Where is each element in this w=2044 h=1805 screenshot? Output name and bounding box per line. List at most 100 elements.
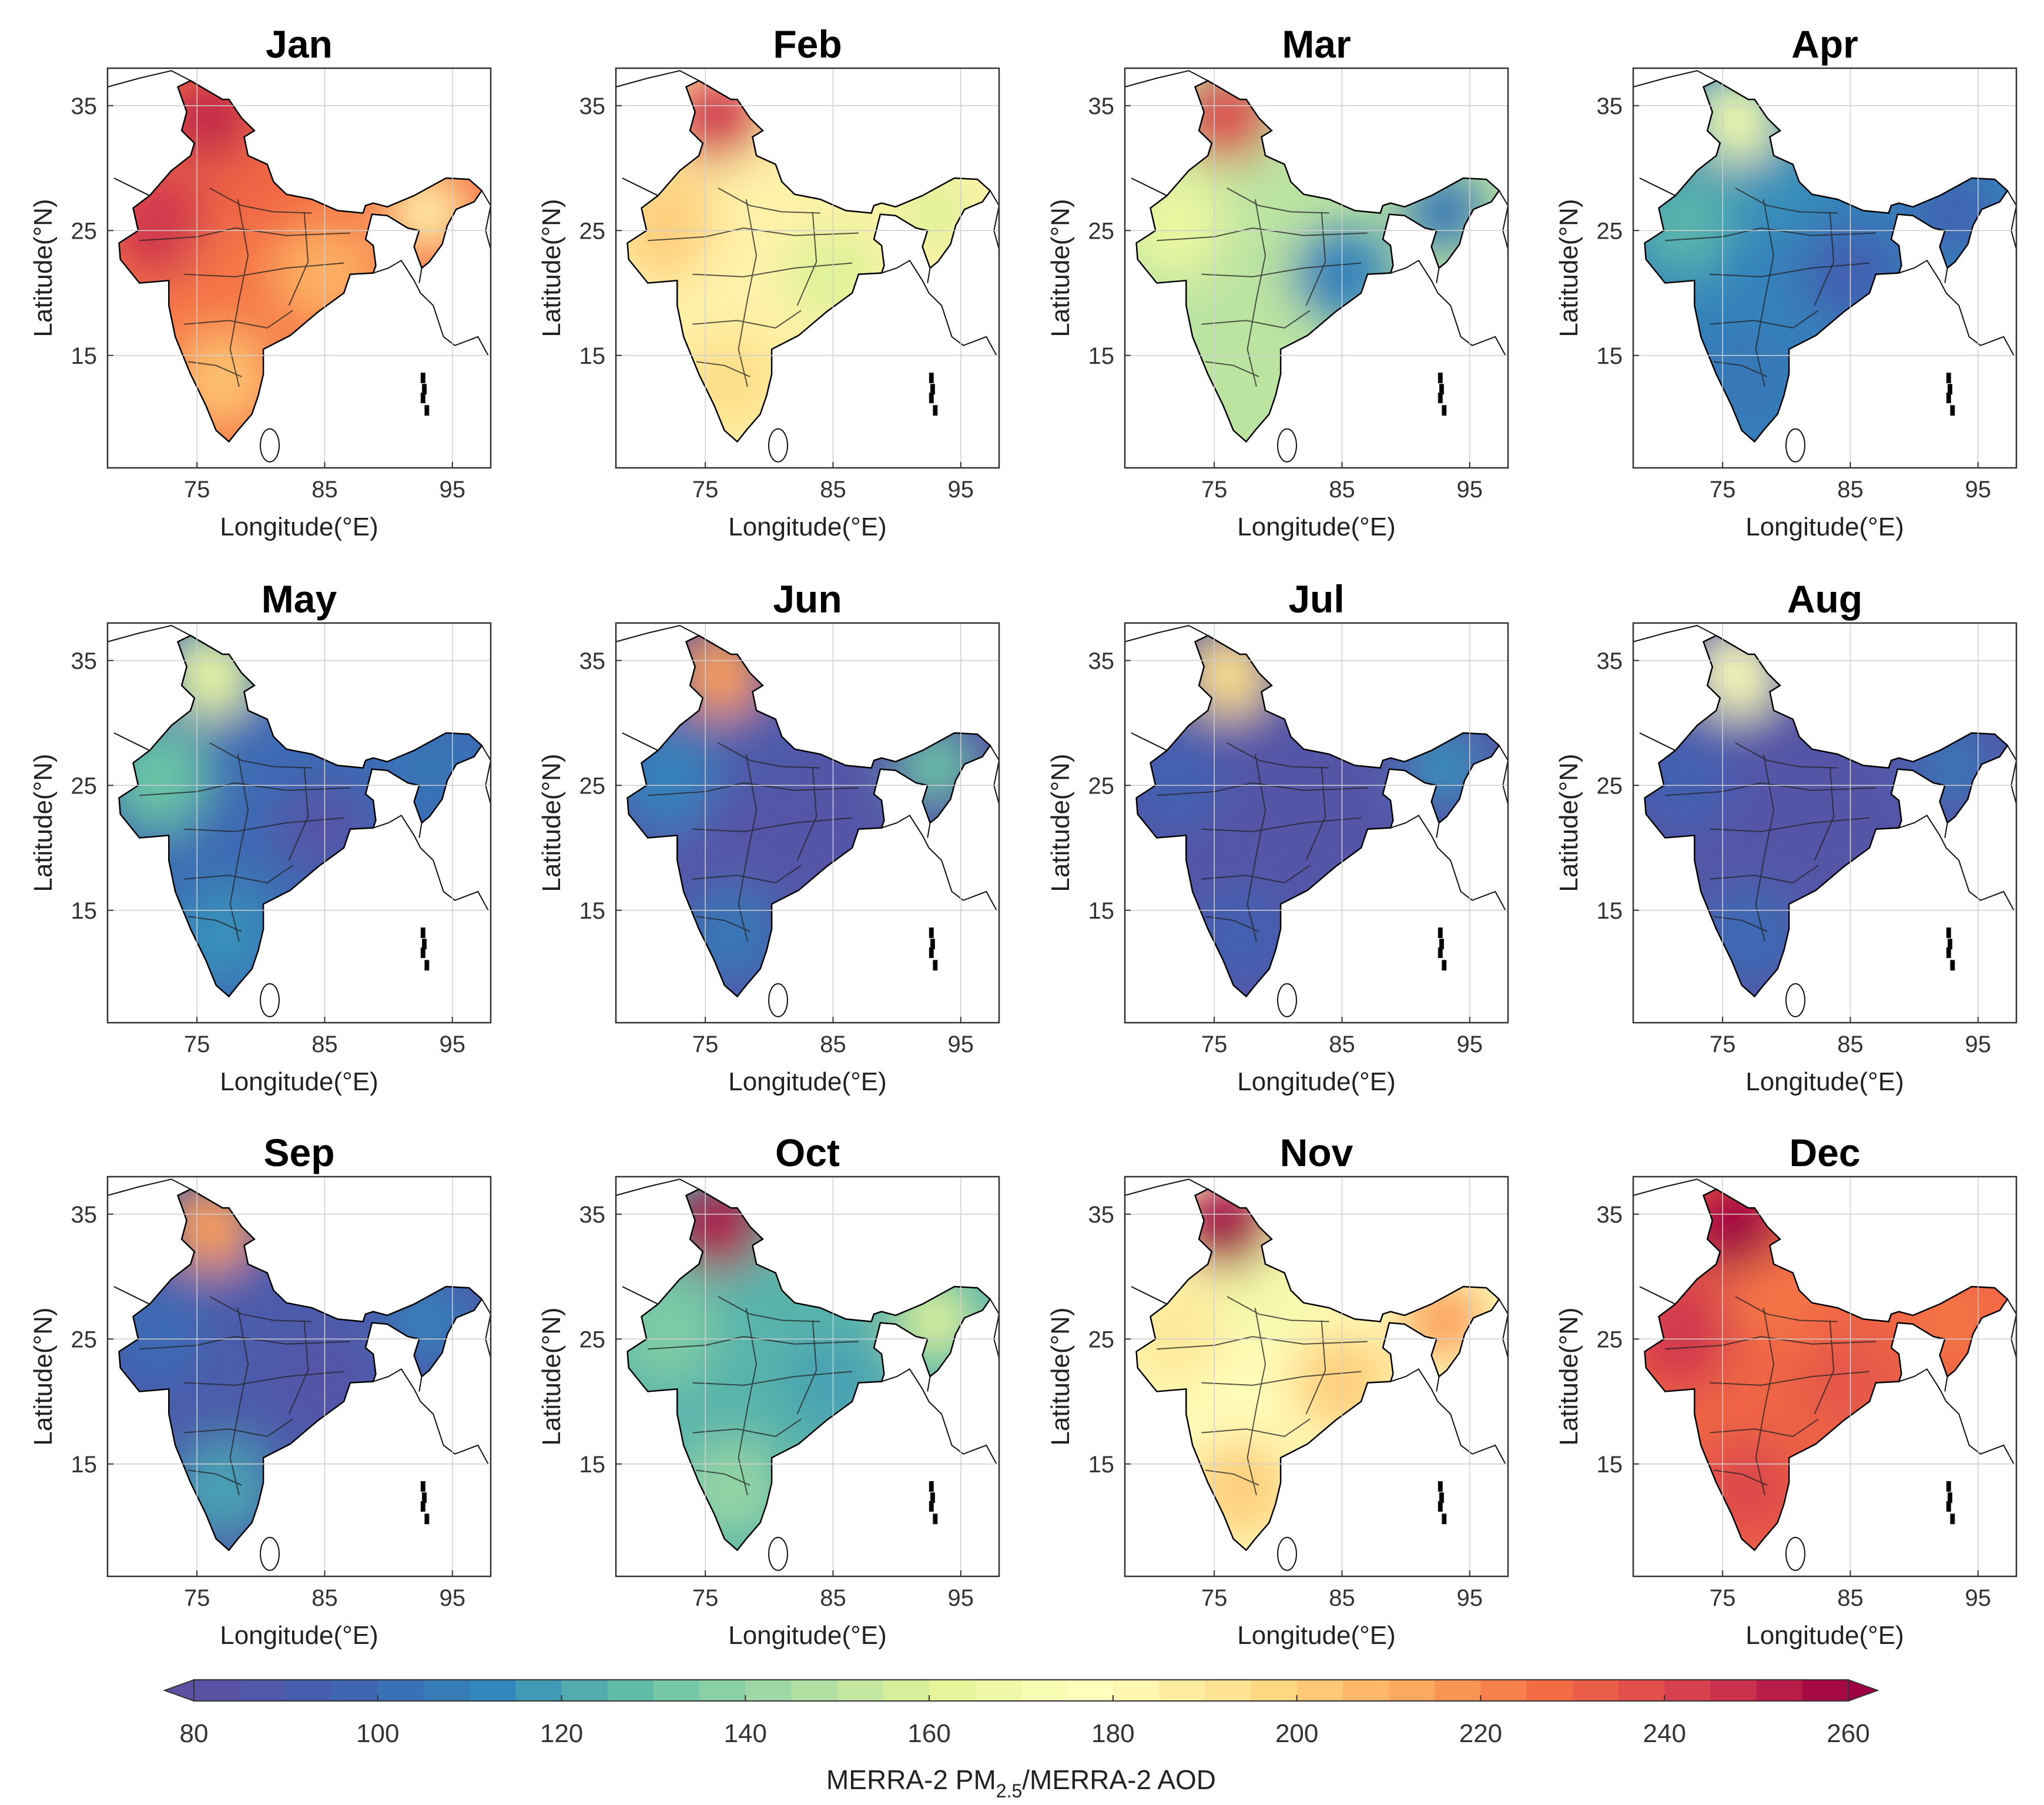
island-mark <box>1946 1501 1951 1512</box>
border-line <box>481 745 492 805</box>
y-tick-label: 35 <box>1088 648 1115 674</box>
state-line <box>648 227 859 242</box>
state-boundaries <box>648 1296 859 1496</box>
border-line <box>373 259 489 356</box>
state-line <box>1755 199 1775 387</box>
border-line <box>1131 732 1168 751</box>
x-tick-label: 95 <box>1965 1032 1992 1057</box>
border-line <box>927 822 931 838</box>
border-line <box>1390 259 1506 356</box>
state-line <box>184 1418 293 1438</box>
border-line <box>373 814 489 911</box>
colorbar-segment <box>377 1680 424 1701</box>
state-line <box>692 1371 853 1386</box>
state-line <box>1246 199 1266 387</box>
map-frame <box>106 67 492 469</box>
colorbar-segment <box>929 1680 976 1701</box>
india-outline <box>118 1188 483 1552</box>
sri-lanka-outline <box>1277 1536 1298 1571</box>
x-tick-label: 75 <box>692 477 719 503</box>
colorbar-extend-high <box>1848 1679 1879 1702</box>
border-line <box>1131 178 1168 196</box>
state-boundaries <box>1157 742 1368 942</box>
x-axis-label: Longitude(°E) <box>220 1621 378 1650</box>
state-line <box>288 212 309 306</box>
india-outline <box>626 1188 991 1552</box>
map-frame <box>615 67 1000 469</box>
state-line <box>139 782 350 796</box>
colorbar-segment <box>1205 1680 1252 1701</box>
grid-lines <box>108 623 491 1023</box>
state-line <box>1201 865 1311 884</box>
island-mark <box>929 947 934 958</box>
sri-lanka-outline <box>1277 983 1298 1017</box>
colorbar-segment <box>515 1680 562 1701</box>
border-line <box>2006 1298 2018 1358</box>
x-tick-label: 85 <box>311 477 338 503</box>
state-line <box>738 199 758 387</box>
border-line <box>989 190 1000 250</box>
border-line <box>927 1376 931 1392</box>
x-tick-label: 75 <box>1201 477 1228 503</box>
colorbar-segment <box>837 1680 884 1701</box>
map-frame <box>106 1176 492 1578</box>
state-boundaries <box>1665 187 1876 387</box>
x-tick-label: 75 <box>184 1032 210 1057</box>
island-mark <box>421 1492 427 1503</box>
grid-lines <box>1125 1177 1508 1576</box>
x-axis-label: Longitude(°E) <box>1237 513 1396 541</box>
island-mark <box>1437 393 1443 403</box>
y-tick-label: 15 <box>71 898 98 924</box>
india-outline <box>118 79 483 443</box>
border-line <box>622 178 659 196</box>
y-tick-label: 35 <box>579 1202 606 1228</box>
y-axis-label: Latitude(°N) <box>1046 754 1075 892</box>
y-tick-label: 35 <box>579 93 606 119</box>
island-mark <box>1946 373 1951 383</box>
colorbar-segment <box>1756 1680 1803 1701</box>
x-tick-label: 95 <box>948 1585 974 1611</box>
y-tick-label: 25 <box>579 218 606 244</box>
colorbar-segment <box>1619 1680 1666 1701</box>
island-mark <box>1439 384 1444 395</box>
state-line <box>1305 1320 1326 1415</box>
map-frame <box>1632 1176 2018 1578</box>
india-outline <box>1135 1188 1500 1552</box>
island-mark <box>421 384 427 395</box>
y-axis-label: Latitude(°N) <box>1554 1307 1583 1445</box>
region-central <box>1201 1332 1316 1445</box>
island-mark <box>420 947 425 958</box>
india-outline <box>1644 1188 2009 1552</box>
india-outline <box>1135 79 1500 443</box>
border-line <box>615 70 699 88</box>
x-tick-label: 85 <box>1837 1585 1864 1611</box>
border-line <box>1390 1368 1506 1465</box>
border-line <box>107 1178 191 1196</box>
border-line <box>1124 1178 1208 1196</box>
x-tick-label: 95 <box>948 477 974 503</box>
state-line <box>1665 227 1876 242</box>
state-line <box>1227 187 1329 214</box>
neighbour-lines <box>107 1178 492 1571</box>
colorbar-segment <box>470 1680 517 1701</box>
state-line <box>738 1307 758 1496</box>
x-tick-label: 95 <box>440 1032 466 1057</box>
grid-lines <box>616 623 999 1023</box>
island-mark <box>1946 393 1951 403</box>
colorbar-title: MERRA-2 PM2.5/MERRA-2 AOD <box>826 1764 1216 1801</box>
x-axis-label: Longitude(°E) <box>1237 1067 1396 1096</box>
y-tick-label: 35 <box>1088 1202 1115 1228</box>
neighbour-lines <box>615 625 1000 1017</box>
neighbour-lines <box>107 625 492 1017</box>
panel-title: Aug <box>1787 577 1862 621</box>
x-tick-label: 75 <box>1201 1585 1228 1611</box>
island-mark <box>420 1501 425 1512</box>
colorbar-segment <box>1802 1680 1849 1701</box>
border-line <box>1498 1298 1509 1358</box>
map-panel-jan: Jan 75 85 95 15 25 35 Longitude(°E) Latitude(°N) <box>29 22 492 541</box>
x-tick-label: 75 <box>1710 1032 1736 1057</box>
island-mark <box>424 1513 430 1525</box>
island-mark <box>929 927 934 938</box>
colorbar-segment <box>1572 1680 1619 1701</box>
colorbar-segment <box>607 1680 654 1701</box>
